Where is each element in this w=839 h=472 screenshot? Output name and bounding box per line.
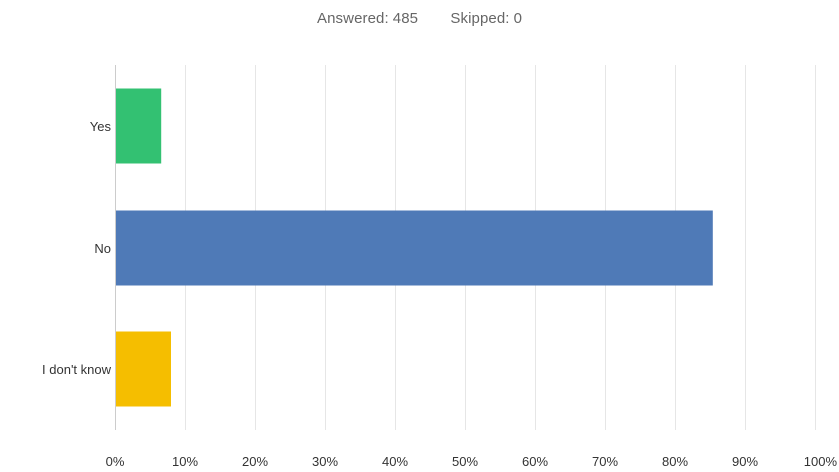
response-summary: Answered: 485 Skipped: 0	[0, 10, 839, 27]
bars	[115, 88, 713, 407]
x-tick-label: 80%	[662, 454, 688, 469]
answered-count: Answered: 485	[317, 10, 418, 27]
x-tick-label: 20%	[242, 454, 268, 469]
category-label: No	[94, 241, 111, 256]
x-tick-label: 30%	[312, 454, 338, 469]
x-tick-label: 90%	[732, 454, 758, 469]
x-tick-label: 10%	[172, 454, 198, 469]
skipped-value: 0	[513, 10, 523, 27]
skipped-count: Skipped: 0	[450, 10, 522, 27]
category-label: I don't know	[42, 362, 112, 377]
skipped-label: Skipped:	[450, 10, 510, 27]
bar-yes	[115, 88, 162, 164]
answered-label: Answered:	[316, 10, 389, 27]
x-tick-label: 60%	[522, 454, 548, 469]
x-tick-label: 100%	[804, 454, 838, 469]
x-tick-label: 50%	[452, 454, 478, 469]
bar-i-don-t-know	[115, 331, 171, 407]
answered-value: 485	[392, 10, 419, 27]
bar-no	[115, 210, 713, 286]
labels: Yes No I don't know 0% 10% 20% 30% 40% 50% 60% 70%…	[42, 119, 837, 469]
category-label: Yes	[90, 119, 112, 134]
x-tick-label: 0%	[106, 454, 125, 469]
x-tick-label: 70%	[592, 454, 618, 469]
x-tick-label: 40%	[382, 454, 408, 469]
